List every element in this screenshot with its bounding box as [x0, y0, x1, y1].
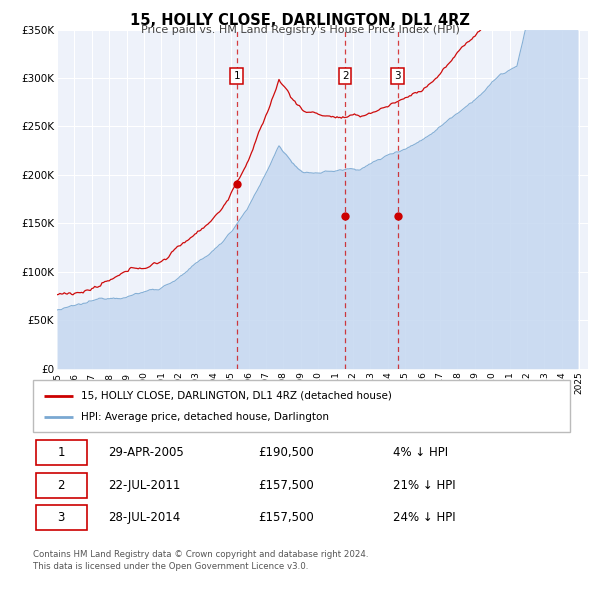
- Text: HPI: Average price, detached house, Darlington: HPI: Average price, detached house, Darl…: [82, 412, 329, 422]
- Text: 24% ↓ HPI: 24% ↓ HPI: [393, 511, 455, 525]
- Text: 1: 1: [58, 446, 65, 460]
- Text: 15, HOLLY CLOSE, DARLINGTON, DL1 4RZ (detached house): 15, HOLLY CLOSE, DARLINGTON, DL1 4RZ (de…: [82, 391, 392, 401]
- Text: £157,500: £157,500: [259, 511, 314, 525]
- Text: 2: 2: [58, 478, 65, 492]
- Text: 1: 1: [233, 71, 240, 81]
- Text: 22-JUL-2011: 22-JUL-2011: [108, 478, 181, 492]
- Text: 3: 3: [394, 71, 401, 81]
- Text: 3: 3: [58, 511, 65, 525]
- Text: 28-JUL-2014: 28-JUL-2014: [108, 511, 181, 525]
- Text: Contains HM Land Registry data © Crown copyright and database right 2024.
This d: Contains HM Land Registry data © Crown c…: [33, 550, 368, 571]
- Text: Price paid vs. HM Land Registry's House Price Index (HPI): Price paid vs. HM Land Registry's House …: [140, 25, 460, 35]
- Text: 21% ↓ HPI: 21% ↓ HPI: [393, 478, 455, 492]
- Text: 15, HOLLY CLOSE, DARLINGTON, DL1 4RZ: 15, HOLLY CLOSE, DARLINGTON, DL1 4RZ: [130, 13, 470, 28]
- FancyBboxPatch shape: [35, 440, 87, 466]
- Text: £157,500: £157,500: [259, 478, 314, 492]
- FancyBboxPatch shape: [35, 473, 87, 498]
- Text: 29-APR-2005: 29-APR-2005: [108, 446, 184, 460]
- Text: 2: 2: [342, 71, 349, 81]
- Text: 4% ↓ HPI: 4% ↓ HPI: [393, 446, 448, 460]
- FancyBboxPatch shape: [35, 505, 87, 530]
- Text: £190,500: £190,500: [259, 446, 314, 460]
